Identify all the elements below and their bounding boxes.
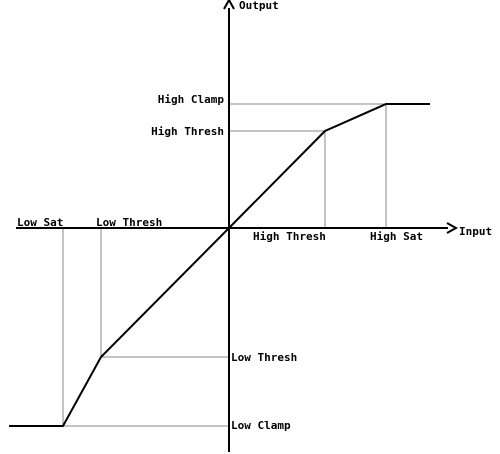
x-axis-arrow [446,222,459,234]
low-thresh-y-label: Low Thresh [231,351,297,364]
x-axis-label: Input [459,225,492,238]
guide-lines [62,103,387,427]
high-sat-label: High Sat [370,230,423,243]
axes [16,8,448,452]
high-clamp-label: High Clamp [158,93,225,106]
low-sat-label: Low Sat [17,216,63,229]
high-thresh-x-label: High Thresh [253,230,326,243]
transfer-curve [9,103,430,427]
y-axis-arrow [223,0,235,10]
low-clamp-label: Low Clamp [231,419,291,432]
low-thresh-x-label: Low Thresh [96,216,162,229]
y-axis-label: Output [239,0,279,12]
high-thresh-y-label: High Thresh [151,125,224,138]
